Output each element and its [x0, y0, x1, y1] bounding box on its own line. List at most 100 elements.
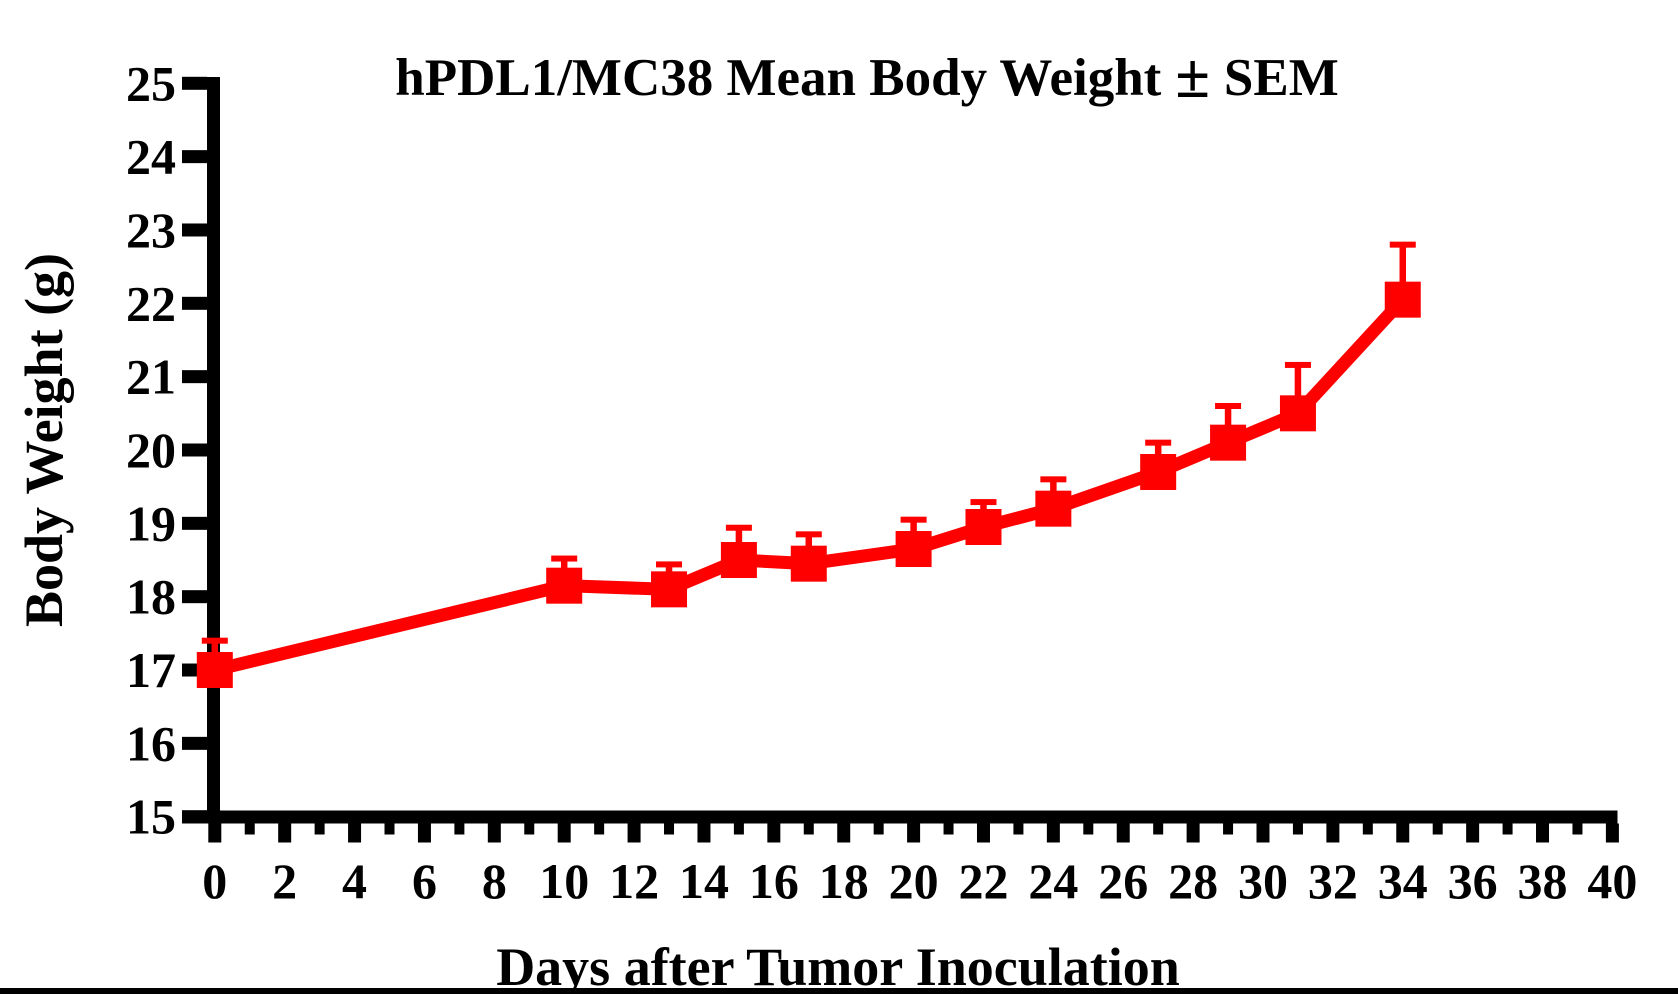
y-tick-label: 23	[126, 202, 176, 258]
x-tick-label: 12	[609, 853, 659, 909]
error-bar-cap	[1389, 241, 1416, 248]
x-major-tick	[767, 823, 781, 843]
y-tick	[182, 150, 207, 164]
y-tick	[182, 590, 207, 604]
x-tick-label: 18	[819, 853, 869, 909]
x-major-tick	[487, 823, 501, 843]
y-tick-label: 19	[126, 495, 176, 551]
y-tick	[182, 370, 207, 384]
x-major-tick	[1326, 823, 1340, 843]
y-tick	[182, 296, 207, 310]
data-point-marker	[720, 542, 757, 579]
y-axis-line	[207, 77, 220, 824]
error-bar-cap	[201, 637, 228, 644]
x-major-tick	[417, 823, 431, 843]
error-bar-cap	[656, 561, 683, 568]
data-point-marker	[790, 545, 827, 582]
x-axis: 0 2 4 6 8 10 12 14 16 18 20 22 24 26 28 30 32 34 36 38 40	[182, 810, 1637, 909]
x-tick-label: 16	[749, 853, 799, 909]
x-tick-label: 4	[342, 853, 367, 909]
data-point-marker	[196, 652, 233, 689]
chart-title-main: hPDL1/MC38 Mean Body Weight	[395, 49, 1161, 107]
error-bar-cap	[795, 531, 822, 538]
error-bar-cap	[1284, 361, 1311, 368]
x-minor-tick	[1083, 823, 1094, 835]
x-tick-label: 30	[1238, 853, 1288, 909]
x-major-tick	[278, 823, 292, 843]
x-tick-label: 8	[482, 853, 507, 909]
x-minor-tick	[384, 823, 395, 835]
data-point-marker	[546, 567, 583, 604]
x-minor-tick	[1223, 823, 1234, 835]
data-point-marker	[1035, 490, 1072, 527]
error-bar-cap	[1215, 402, 1242, 409]
error-bar-cap	[725, 524, 752, 531]
x-minor-tick	[803, 823, 814, 835]
x-minor-tick	[1292, 823, 1303, 835]
bottom-rule	[0, 988, 1678, 994]
x-major-tick	[1536, 823, 1550, 843]
x-tick-label: 38	[1518, 853, 1568, 909]
y-tick-label: 18	[126, 569, 176, 625]
y-tick-label: 16	[126, 715, 176, 771]
x-tick-label: 34	[1378, 853, 1428, 909]
x-major-tick	[348, 823, 362, 843]
y-tick-label: 20	[126, 422, 176, 478]
x-minor-tick	[1432, 823, 1443, 835]
x-tick-label: 32	[1308, 853, 1358, 909]
x-major-tick	[1605, 823, 1619, 843]
y-tick-label: 24	[126, 129, 176, 185]
x-major-tick	[1466, 823, 1480, 843]
y-axis-title: Body Weight (g)	[14, 253, 74, 627]
x-minor-tick	[1572, 823, 1583, 835]
plus-minus-symbol: ±	[1175, 41, 1210, 111]
x-minor-tick	[943, 823, 954, 835]
x-minor-tick	[524, 823, 535, 835]
x-minor-tick	[733, 823, 744, 835]
x-tick-label: 26	[1098, 853, 1148, 909]
x-tick-label: 28	[1168, 853, 1218, 909]
x-minor-tick	[244, 823, 255, 835]
x-minor-tick	[1502, 823, 1513, 835]
series-line	[213, 295, 1408, 677]
chart-title: hPDL1/MC38 Mean Body Weight ± SEM	[395, 41, 1339, 111]
x-major-tick	[837, 823, 851, 843]
data-point-marker	[1140, 454, 1177, 491]
x-tick-label: 22	[958, 853, 1008, 909]
data-point-marker	[1210, 424, 1247, 461]
x-major-tick	[557, 823, 571, 843]
data-point-marker	[895, 531, 932, 568]
y-axis: 15 16 17 18 19 20 21 22 23 24 25	[126, 55, 220, 845]
y-tick	[182, 736, 207, 750]
x-minor-tick	[454, 823, 465, 835]
error-bar-stem	[1399, 244, 1407, 300]
x-tick-label: 2	[272, 853, 297, 909]
error-bar-cap	[1040, 476, 1067, 483]
error-bar-cap	[551, 555, 578, 562]
x-tick-label: 40	[1587, 853, 1637, 909]
error-bar-stem	[1294, 364, 1302, 414]
x-tick-label: 6	[412, 853, 437, 909]
x-minor-tick	[594, 823, 605, 835]
error-bar-cap	[1145, 439, 1172, 446]
y-tick	[182, 516, 207, 530]
data-point-marker	[1279, 395, 1316, 432]
x-major-tick	[1256, 823, 1270, 843]
y-tick-label: 17	[126, 642, 176, 698]
x-major-tick	[1116, 823, 1130, 843]
x-major-tick	[1046, 823, 1060, 843]
y-tick	[182, 223, 207, 237]
data-point-marker	[651, 571, 688, 608]
error-bar-cap	[900, 516, 927, 523]
x-minor-tick	[1153, 823, 1164, 835]
y-tick-label: 21	[126, 349, 176, 405]
x-major-tick	[1396, 823, 1410, 843]
y-tick-label: 25	[126, 55, 176, 111]
data-point-marker	[965, 509, 1002, 546]
x-minor-tick	[1362, 823, 1373, 835]
x-major-tick	[907, 823, 921, 843]
x-minor-tick	[664, 823, 675, 835]
chart-title-sem: SEM	[1224, 49, 1339, 107]
